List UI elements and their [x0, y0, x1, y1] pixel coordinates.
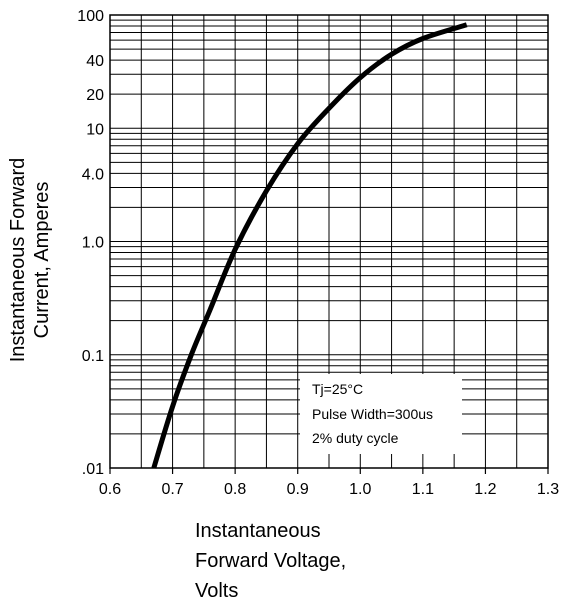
y-axis-title-line-2: Current, Amperes [31, 182, 53, 339]
forward-current-curve [151, 22, 468, 469]
x-tick-labels: 0.6 0.7 0.8 0.9 1.0 1.1 1.2 1.3 [99, 468, 559, 498]
x-axis-title-line-1: Instantaneous [195, 520, 321, 542]
x-tick-label: 0.6 [99, 481, 121, 498]
x-tick-label: 0.7 [161, 481, 183, 498]
y-tick-label: 10 [86, 121, 104, 138]
y-tick-label: 0.1 [82, 348, 104, 365]
y-tick-label: 40 [86, 53, 104, 70]
x-tick-label: 1.1 [412, 481, 434, 498]
plot-border [109, 14, 549, 469]
plot-frame [109, 14, 549, 469]
x-tick-label: 1.3 [537, 481, 559, 498]
conditions-box-background [300, 374, 462, 454]
x-tick-label: 0.9 [287, 481, 309, 498]
y-tick-label: 100 [77, 8, 104, 25]
y-axis-title-line-1: Instantaneous Forward [7, 158, 29, 363]
annotation-duty-cycle: 2% duty cycle [312, 430, 399, 446]
conditions-box: Tj=25°C Pulse Width=300us 2% duty cycle [300, 374, 462, 454]
annotation-junction-temp: Tj=25°C [312, 381, 363, 397]
x-tick-label: 1.2 [474, 481, 496, 498]
y-tick-label: 20 [86, 87, 104, 104]
annotation-pulse-width: Pulse Width=300us [312, 406, 433, 422]
x-tick-label: 0.8 [224, 481, 246, 498]
y-tick-label: 4.0 [82, 166, 104, 183]
y-tick-label: .01 [82, 461, 104, 478]
x-axis-title-line-3: Volts [195, 580, 238, 602]
x-axis-title-line-2: Forward Voltage, [195, 550, 346, 572]
x-tick-label: 1.0 [349, 481, 371, 498]
y-tick-label: 1.0 [82, 235, 104, 252]
x-axis-title: Instantaneous Forward Voltage, Volts [195, 520, 346, 602]
y-axis-title: Instantaneous Forward Current, Amperes [7, 158, 53, 363]
grid [110, 15, 548, 468]
series-layer [151, 22, 468, 469]
y-tick-labels: .01 0.1 1.0 4.0 10 20 40 100 [77, 8, 104, 478]
